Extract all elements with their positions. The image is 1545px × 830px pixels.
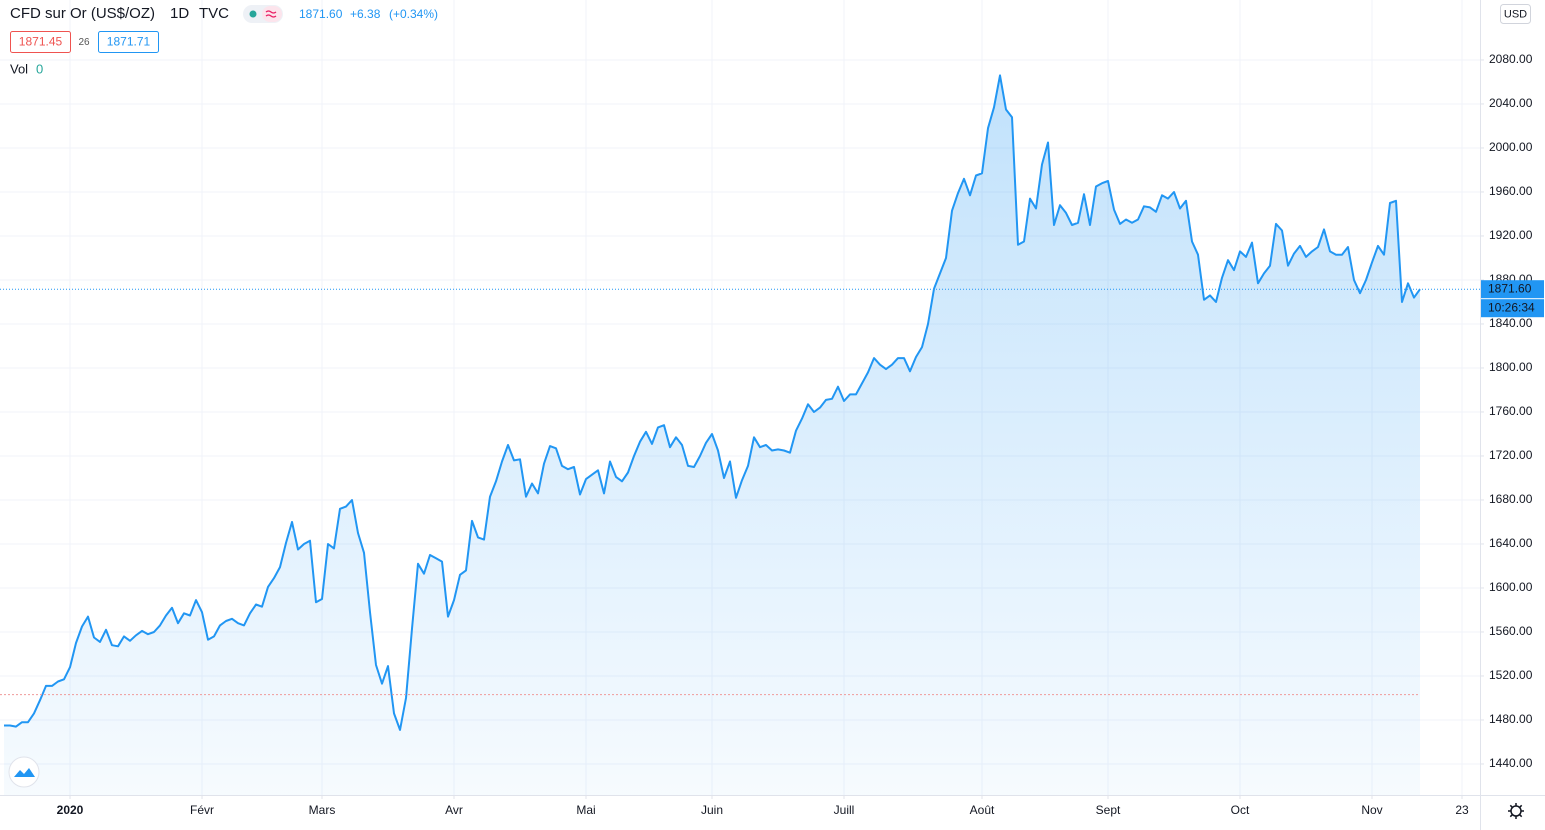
countdown-tag — [1481, 299, 1544, 318]
x-tick-label: Mars — [309, 803, 336, 817]
axes: 1440.00 1480.00 1520.00 1560.00 1600.00 1640.… — [57, 52, 1544, 817]
volume-label: Vol — [10, 61, 28, 76]
y-tick-label: 1840.00 — [1489, 316, 1533, 330]
change: +6.38 — [350, 7, 381, 21]
countdown-label: 10:26:34 — [1488, 300, 1535, 314]
x-tick-label: Juin — [701, 803, 723, 817]
x-tick-label: Févr — [190, 803, 214, 817]
spread: 26 — [78, 37, 90, 48]
bid-box[interactable] — [10, 31, 71, 53]
y-tick-label: 2040.00 — [1489, 96, 1533, 110]
market-open-dot — [249, 10, 257, 18]
interval[interactable]: 1D — [170, 5, 189, 22]
y-tick-label: 1440.00 — [1489, 756, 1533, 770]
y-tick-label: 1680.00 — [1489, 492, 1533, 506]
x-tick-label: 23 — [1455, 803, 1469, 817]
last-price-tag-label: 1871.60 — [1488, 281, 1532, 295]
y-tick-label: 2080.00 — [1489, 52, 1533, 66]
x-tick-label: Oct — [1231, 803, 1250, 817]
x-tick-label: Août — [970, 803, 995, 817]
logo-icon — [14, 768, 35, 777]
last-price-tag — [1481, 280, 1544, 299]
y-tick-label: 1720.00 — [1489, 448, 1533, 462]
x-tick-label: Avr — [445, 803, 463, 817]
ask-box[interactable] — [98, 31, 159, 53]
bid: 1871.45 — [19, 35, 63, 49]
gear-teeth — [1508, 803, 1524, 819]
currency-button[interactable] — [1500, 4, 1531, 24]
delayed-badge — [262, 6, 282, 22]
y-tick-label: 1920.00 — [1489, 228, 1533, 242]
source: TVC — [199, 5, 229, 22]
settings-button[interactable] — [1508, 803, 1524, 819]
y-tick-label: 1800.00 — [1489, 360, 1533, 374]
plot — [0, 74, 1480, 795]
x-tick-label: 2020 — [57, 803, 84, 817]
ask: 1871.71 — [107, 35, 151, 49]
y-tick-label: 1520.00 — [1489, 668, 1533, 682]
x-tick-label: Mai — [576, 803, 595, 817]
y-tick-label: 1600.00 — [1489, 580, 1533, 594]
y-tick-label: 1560.00 — [1489, 624, 1533, 638]
delayed-icon — [265, 10, 277, 18]
x-tick-label: Nov — [1361, 803, 1382, 817]
y-tick-label: 1960.00 — [1489, 184, 1533, 198]
logo-button[interactable] — [8, 756, 40, 788]
currency: USD — [1504, 8, 1527, 20]
y-tick-label: 2000.00 — [1489, 140, 1533, 154]
x-tick-label: Juill — [834, 803, 855, 817]
x-tick-label: Sept — [1096, 803, 1121, 817]
price-line — [4, 74, 1421, 731]
gear-ring — [1510, 805, 1522, 817]
volume: 0 — [36, 61, 43, 76]
y-tick-label: 1480.00 — [1489, 712, 1533, 726]
symbol-title: CFD sur Or (US$/OZ) — [10, 5, 155, 22]
last-price: 1871.60 — [299, 7, 343, 21]
change-percent: (+0.34%) — [389, 7, 438, 21]
y-tick-label: 1640.00 — [1489, 536, 1533, 550]
y-tick-label: 1760.00 — [1489, 404, 1533, 418]
